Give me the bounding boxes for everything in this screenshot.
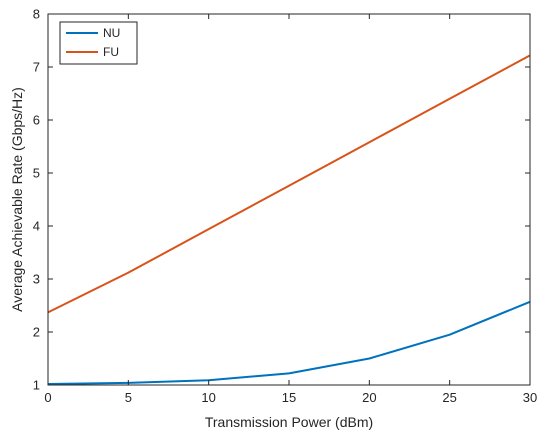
y-tick-label: 8 [33,7,40,22]
x-tick-label: 15 [282,390,296,405]
series-line-fu [47,54,531,314]
tick-labels-layer: 0 5 10 15 20 25 30 1 2 3 4 5 6 7 8 [33,7,537,406]
plot-area [48,14,530,385]
legend-box [59,21,138,65]
x-axis-label: Transmission Power (dBm) [205,414,373,430]
x-tick-label: 25 [442,390,456,405]
x-tick-label: 5 [125,390,132,405]
y-tick-label: 3 [33,272,40,287]
y-axis-label: Average Achievable Rate (Gbps/Hz) [9,87,25,312]
y-tick-label: 7 [33,60,40,75]
y-tick-label: 1 [33,378,40,393]
x-tick-label: 10 [201,390,215,405]
y-tick-label: 4 [33,219,40,234]
ticks-layer [47,13,531,386]
y-tick-label: 2 [33,325,40,340]
legend-label-nu: NU [103,26,120,40]
y-tick-label: 5 [33,166,40,181]
x-tick-label: 0 [44,390,51,405]
legend-label-fu: FU [103,45,119,59]
y-tick-label: 6 [33,113,40,128]
x-tick-label: 20 [362,390,376,405]
legend: NU FU [59,21,138,65]
x-tick-label: 30 [523,390,537,405]
legend-entries: NU FU [66,26,120,59]
